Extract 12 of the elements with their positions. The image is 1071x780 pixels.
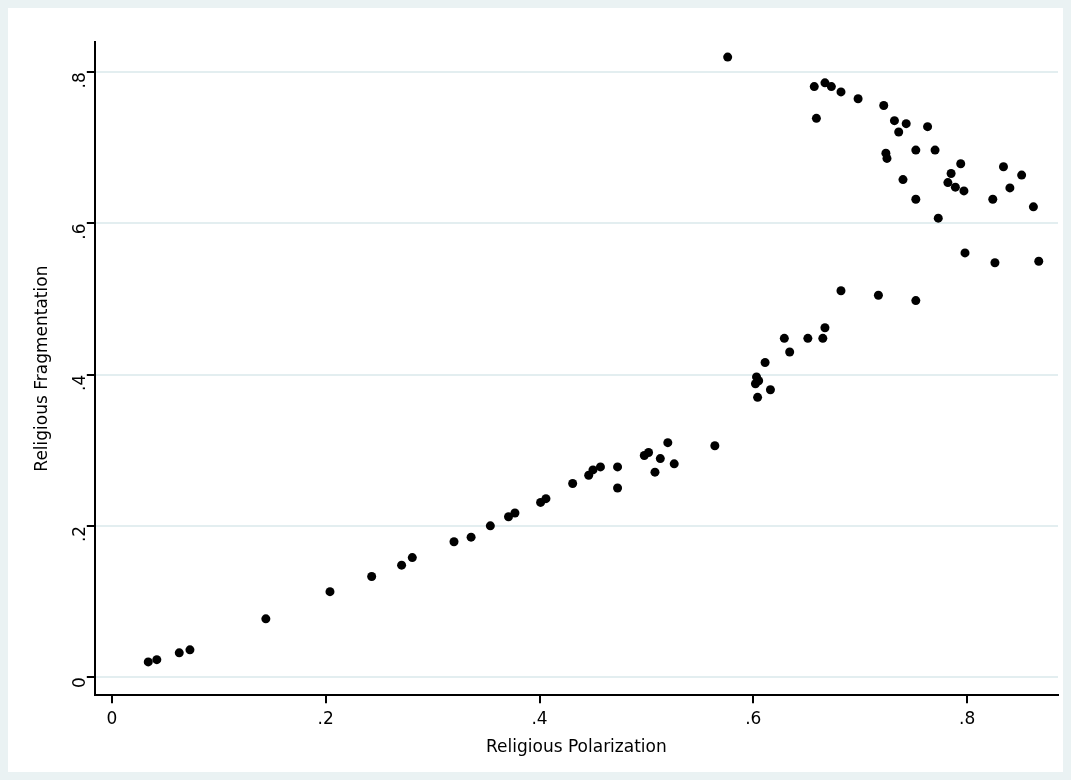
y-tick-label: .6 bbox=[69, 223, 90, 240]
x-tick-label: .8 bbox=[959, 707, 976, 728]
y-tick-label: .8 bbox=[69, 72, 90, 89]
y-tick-label: .2 bbox=[69, 525, 90, 543]
y-tick-label: .4 bbox=[69, 374, 90, 391]
x-axis-title: Religious Polarization bbox=[486, 736, 667, 757]
x-tick-label: 0 bbox=[106, 707, 118, 728]
y-axis-title: Religious Fragmentation bbox=[30, 265, 51, 472]
y-tick-label: 0 bbox=[69, 677, 90, 688]
x-tick-label: .6 bbox=[745, 707, 762, 728]
x-tick-label: .4 bbox=[531, 707, 548, 728]
x-tick-label: .2 bbox=[317, 707, 334, 728]
